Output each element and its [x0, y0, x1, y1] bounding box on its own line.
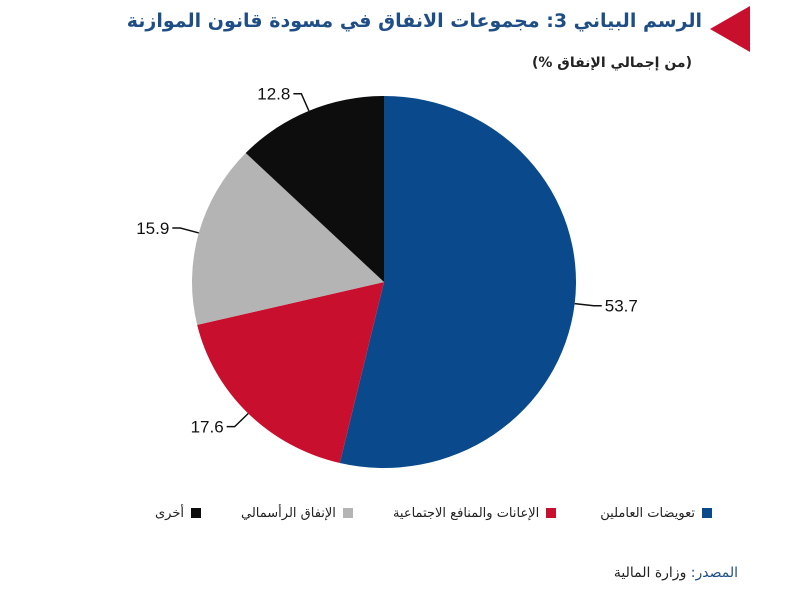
chart-title: الرسم البياني 3: مجموعات الانفاق في مسود… [126, 10, 702, 32]
slice-social-benefits [197, 282, 384, 463]
source-note: المصدر: وزارة المالية [614, 565, 738, 581]
leader-line [226, 412, 249, 428]
slice-other [245, 96, 384, 282]
legend-label: الإنفاق الرأسمالي [241, 505, 336, 521]
value-label-other: 12.8 [257, 85, 290, 104]
legend-label: تعويضات العاملين [600, 505, 695, 521]
value-label-employee-compensation: 53.7 [605, 297, 638, 316]
value-label-capital-spending: 15.9 [136, 219, 169, 238]
legend-swatch [342, 508, 353, 518]
legend-label: الإعانات والمنافع الاجتماعية [392, 505, 540, 521]
value-label-social-benefits: 17.6 [191, 418, 224, 437]
legend-item: أخرى [155, 506, 201, 521]
leader-line [172, 227, 199, 234]
slice-capital-spending [192, 152, 384, 325]
leader-line [293, 92, 310, 112]
leader-line [574, 302, 602, 307]
chart-legend: تعويضات العاملين الإعانات والمنافع الاجتم… [72, 503, 712, 523]
legend-swatch [702, 508, 712, 518]
slice-employee-compensation [339, 96, 576, 468]
chart-subtitle: (من إجمالي الإنفاق %) [532, 55, 692, 71]
legend-item: تعويضات العاملين [600, 506, 712, 521]
legend-item: الإنفاق الرأسمالي [241, 506, 353, 521]
legend-label: أخرى [155, 505, 184, 521]
legend-swatch [191, 508, 201, 518]
legend-swatch [546, 508, 557, 518]
source-label: المصدر: [690, 565, 738, 581]
title-triangle-marker [710, 6, 750, 52]
legend-item: الإعانات والمنافع الاجتماعية [392, 505, 557, 521]
source-text: وزارة المالية [613, 565, 687, 581]
